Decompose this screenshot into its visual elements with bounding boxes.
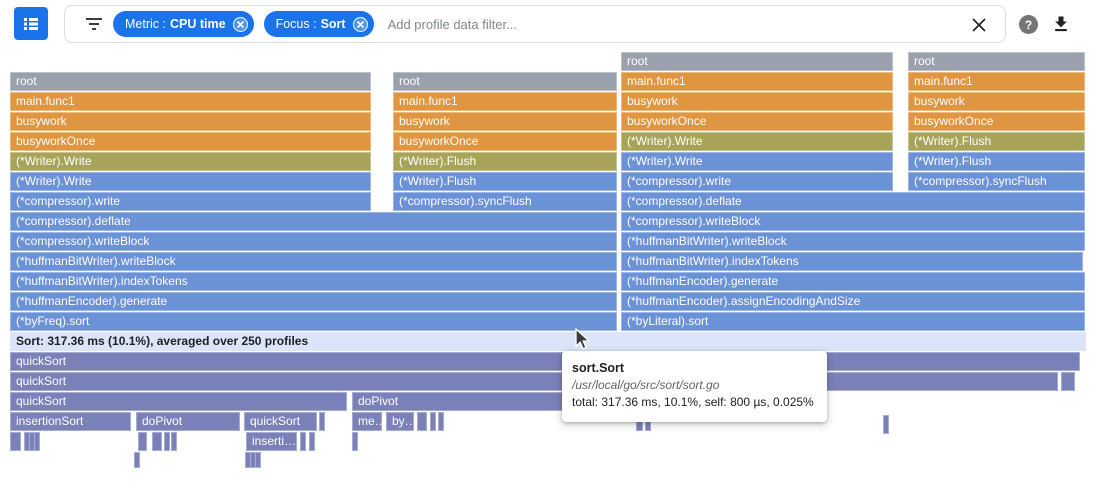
flame-frame-huffmanbitwriter-indextokens[interactable]: (*huffmanBitWriter).indexTokens xyxy=(10,272,617,291)
flame-frame[interactable] xyxy=(250,452,256,468)
flame-frame-quicksort[interactable]: quickSort xyxy=(10,392,347,411)
flame-frame[interactable] xyxy=(171,432,177,451)
flame-frame[interactable] xyxy=(134,452,140,468)
flame-frame-huffmanbitwriter-writeblock[interactable]: (*huffmanBitWriter).writeBlock xyxy=(10,252,617,271)
profile-filter-input[interactable]: Metric : CPU time Focus : Sort Add profi… xyxy=(64,5,1006,43)
filter-chip-metric[interactable]: Metric : CPU time xyxy=(113,11,254,37)
flame-frame-writer-flush[interactable]: (*Writer).Flush xyxy=(908,152,1085,171)
flame-frame[interactable] xyxy=(245,452,251,468)
flame-frame-busywork[interactable]: busywork xyxy=(621,92,893,111)
flame-frame-me[interactable]: me… xyxy=(352,412,382,431)
view-list-icon xyxy=(21,14,41,34)
flame-frame[interactable] xyxy=(883,415,889,434)
flame-frame-compressor-write[interactable]: (*compressor).write xyxy=(621,172,893,191)
flame-frame[interactable] xyxy=(152,432,162,451)
flame-frame[interactable] xyxy=(164,432,170,451)
flame-frame-quicksort[interactable]: quickSort xyxy=(10,372,1058,391)
help-button[interactable]: ? xyxy=(1019,15,1038,34)
chip-prefix: Metric : xyxy=(125,17,166,31)
flame-frame-huffmanencoder-generate[interactable]: (*huffmanEncoder).generate xyxy=(10,292,617,311)
chip-value: Sort xyxy=(320,17,346,31)
flame-frame-writer-write[interactable]: (*Writer).Write xyxy=(621,152,893,171)
tooltip-stats: total: 317.36 ms, 10.1%, self: 800 µs, 0… xyxy=(572,395,814,409)
flame-frame-compressor-syncflush[interactable]: (*compressor).syncFlush xyxy=(908,172,1085,191)
flame-frame[interactable] xyxy=(34,432,40,451)
flame-frame-quicksort[interactable]: quickSort xyxy=(10,352,1080,371)
chip-remove-icon[interactable] xyxy=(352,16,368,32)
flame-frame-compressor-write[interactable]: (*compressor).write xyxy=(10,192,371,211)
flame-frame-writer-write[interactable]: (*Writer).Write xyxy=(10,152,371,171)
flame-frame-writer-flush[interactable]: (*Writer).Flush xyxy=(393,152,617,171)
flame-frame-compressor-deflate[interactable]: (*compressor).deflate xyxy=(621,192,1085,211)
tooltip-function-name: sort.Sort xyxy=(572,361,625,375)
download-button[interactable] xyxy=(1049,12,1073,36)
flame-frame[interactable] xyxy=(438,412,444,431)
clear-filters-button[interactable] xyxy=(969,15,989,35)
download-icon xyxy=(1051,14,1071,34)
flame-frame-writer-flush[interactable]: (*Writer).Flush xyxy=(393,172,617,191)
flame-frame-writer-write[interactable]: (*Writer).Write xyxy=(621,132,893,151)
flame-frame-compressor-syncflush[interactable]: (*compressor).syncFlush xyxy=(393,192,617,211)
flame-frame[interactable] xyxy=(319,412,325,431)
flame-frame[interactable] xyxy=(417,412,427,431)
flame-frame[interactable] xyxy=(29,432,35,451)
flame-frame-busywork[interactable]: busywork xyxy=(10,112,371,131)
flame-frame-dopivot[interactable]: doPivot xyxy=(136,412,240,431)
flame-frame-huffmanbitwriter-writeblock[interactable]: (*huffmanBitWriter).writeBlock xyxy=(621,232,1085,251)
flame-frame-busyworkonce[interactable]: busyworkOnce xyxy=(393,132,617,151)
flame-frame-quicksort[interactable]: quickSort xyxy=(244,412,317,431)
close-icon xyxy=(971,17,987,33)
filter-list-icon xyxy=(85,17,103,31)
flame-frame-busyworkonce[interactable]: busyworkOnce xyxy=(908,112,1085,131)
flame-frame[interactable] xyxy=(430,412,436,431)
chip-prefix: Focus : xyxy=(275,17,317,31)
flame-frame-byfreq-sort[interactable]: (*byFreq).sort xyxy=(10,312,617,331)
flame-frame-root[interactable]: root xyxy=(621,52,893,71)
flame-frame-root[interactable]: root xyxy=(393,72,617,91)
chip-remove-icon[interactable] xyxy=(232,16,248,32)
flame-frame[interactable] xyxy=(10,432,21,451)
flame-frame[interactable] xyxy=(1061,372,1075,391)
flame-frame-insertionsort[interactable]: insertionSort xyxy=(10,412,131,431)
flame-frame-root[interactable]: root xyxy=(908,52,1085,71)
flame-frame[interactable] xyxy=(309,432,315,451)
flame-frame[interactable] xyxy=(24,432,30,451)
flame-frame-writer-write[interactable]: (*Writer).Write xyxy=(10,172,371,191)
flame-frame-byliteral-sort[interactable]: (*byLiteral).sort xyxy=(621,312,1085,331)
flame-frame-main-func1[interactable]: main.func1 xyxy=(908,72,1085,91)
flame-frame-compressor-writeblock[interactable]: (*compressor).writeBlock xyxy=(10,232,617,251)
menu-button[interactable] xyxy=(14,7,48,40)
flame-frame-writer-flush[interactable]: (*Writer).Flush xyxy=(908,132,1085,151)
flame-frame[interactable] xyxy=(138,432,147,451)
flame-frame[interactable] xyxy=(352,432,358,451)
flame-frame-main-func1[interactable]: main.func1 xyxy=(393,92,617,111)
filter-placeholder: Add profile data filter... xyxy=(387,16,517,32)
flame-frame-compressor-deflate[interactable]: (*compressor).deflate xyxy=(10,212,617,231)
flame-frame-busyworkonce[interactable]: busyworkOnce xyxy=(10,132,371,151)
flame-frame-compressor-writeblock[interactable]: (*compressor).writeBlock xyxy=(621,212,1085,231)
flame-frame-huffmanencoder-assignencodingandsize[interactable]: (*huffmanEncoder).assignEncodingAndSize xyxy=(621,292,1085,311)
flame-frame-busyworkonce[interactable]: busyworkOnce xyxy=(621,112,893,131)
flame-frame[interactable] xyxy=(300,432,306,451)
flame-frame-huffmanbitwriter-indextokens[interactable]: (*huffmanBitWriter).indexTokens xyxy=(621,252,1083,271)
flame-frame[interactable] xyxy=(255,452,261,468)
flame-frame-busywork[interactable]: busywork xyxy=(908,92,1085,111)
flame-frame-busywork[interactable]: busywork xyxy=(393,112,617,131)
flame-frame-main-func1[interactable]: main.func1 xyxy=(621,72,893,91)
filter-chip-focus[interactable]: Focus : Sort xyxy=(263,11,374,37)
flame-frame-huffmanencoder-generate[interactable]: (*huffmanEncoder).generate xyxy=(621,272,1085,291)
help-icon: ? xyxy=(1024,17,1033,32)
tooltip-source-path: /usr/local/go/src/sort/sort.go xyxy=(572,378,720,392)
flame-frame-main-func1[interactable]: main.func1 xyxy=(10,92,371,111)
flame-frame-by[interactable]: by… xyxy=(386,412,414,431)
frame-tooltip: sort.Sort /usr/local/go/src/sort/sort.go… xyxy=(562,351,827,422)
flame-frame-inserti[interactable]: inserti… xyxy=(246,432,297,451)
chip-value: CPU time xyxy=(169,17,226,31)
flame-frame-root[interactable]: root xyxy=(10,72,371,91)
focus-row[interactable]: Sort: 317.36 ms (10.1%), averaged over 2… xyxy=(10,332,1086,351)
